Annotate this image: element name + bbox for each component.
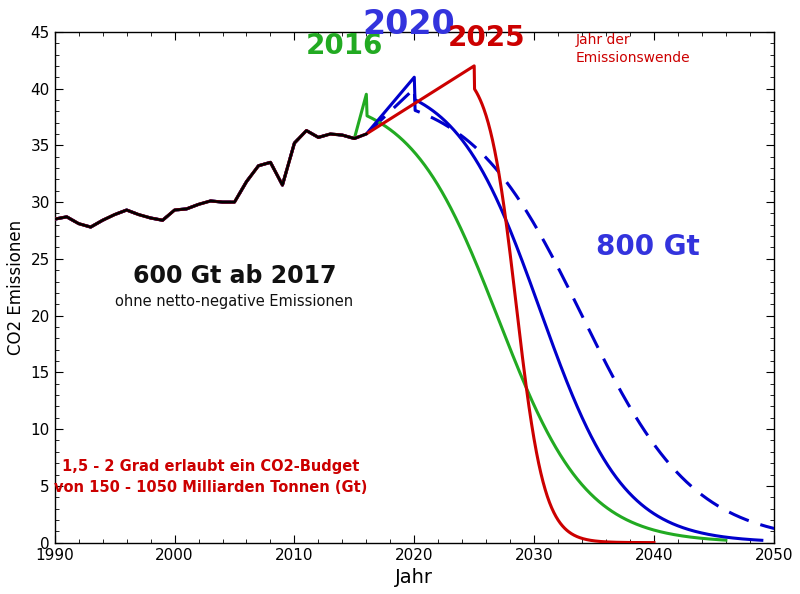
Text: 2016: 2016 — [306, 32, 383, 60]
Text: 2025: 2025 — [447, 24, 525, 52]
Text: 600 Gt ab 2017: 600 Gt ab 2017 — [133, 264, 336, 288]
Text: Jahr der
Emissionswende: Jahr der Emissionswende — [576, 33, 690, 65]
Text: 800 Gt: 800 Gt — [596, 233, 700, 261]
Text: ohne netto-negative Emissionen: ohne netto-negative Emissionen — [115, 295, 354, 309]
Text: 1,5 - 2 Grad erlaubt ein CO2-Budget
von 150 - 1050 Milliarden Tonnen (Gt): 1,5 - 2 Grad erlaubt ein CO2-Budget von … — [54, 459, 367, 495]
Y-axis label: CO2 Emissionen: CO2 Emissionen — [7, 220, 25, 355]
X-axis label: Jahr: Jahr — [395, 568, 434, 587]
Text: 2020: 2020 — [362, 8, 454, 41]
